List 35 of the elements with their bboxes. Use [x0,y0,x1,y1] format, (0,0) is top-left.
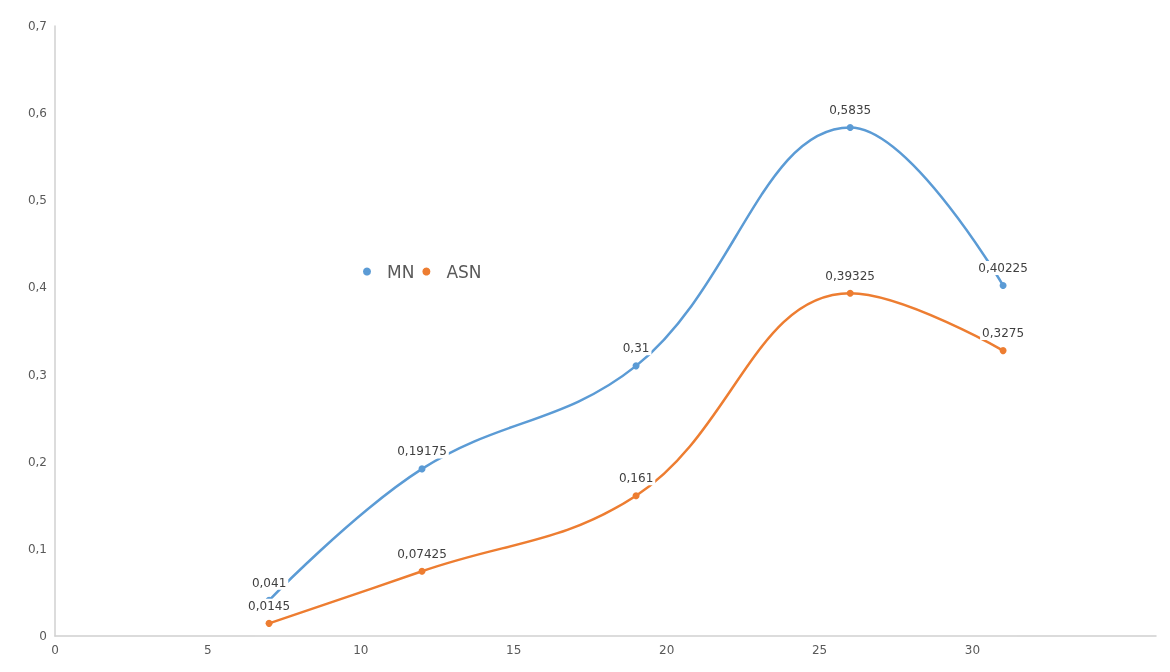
point [632,362,640,370]
y-tick-label: 0,7 [27,19,47,33]
legend-label: ASN [446,261,482,282]
point [999,281,1007,289]
point [846,124,854,132]
data-label: 0,5835 [829,103,872,118]
point [418,567,426,575]
y-tick-label: 0 [39,629,47,643]
x-tick-label: 0 [51,643,59,657]
y-tick-label: 0,2 [27,454,47,469]
y-tick-label: 0,5 [27,193,47,208]
y-tick-label: 0,1 [27,541,47,556]
data-label: 0,07425 [397,546,447,561]
x-tick-label: 10 [353,643,369,657]
point [632,492,640,500]
point [999,347,1007,355]
data-label: 0,39325 [825,268,875,283]
x-tick-label: 25 [811,643,828,657]
data-label: 0,31 [622,341,650,356]
data-label: 0,40225 [978,260,1028,275]
y-tick-label: 0,4 [27,280,47,295]
x-tick-label: 5 [204,643,212,657]
data-label: 0,161 [618,471,654,486]
y-tick-label: 0,3 [27,367,47,382]
x-tick-label: 30 [964,643,981,657]
data-label: 0,041 [251,575,287,590]
data-label: 0,3275 [982,326,1025,341]
y-tick-label: 0,6 [27,106,47,121]
x-tick-label: 15 [506,643,522,657]
legend-label: MN [387,261,415,282]
data-label: 0,0145 [248,598,291,613]
point [846,289,854,297]
data-label: 0,19175 [397,444,447,459]
x-tick-label: 20 [659,643,675,657]
point [265,619,273,627]
